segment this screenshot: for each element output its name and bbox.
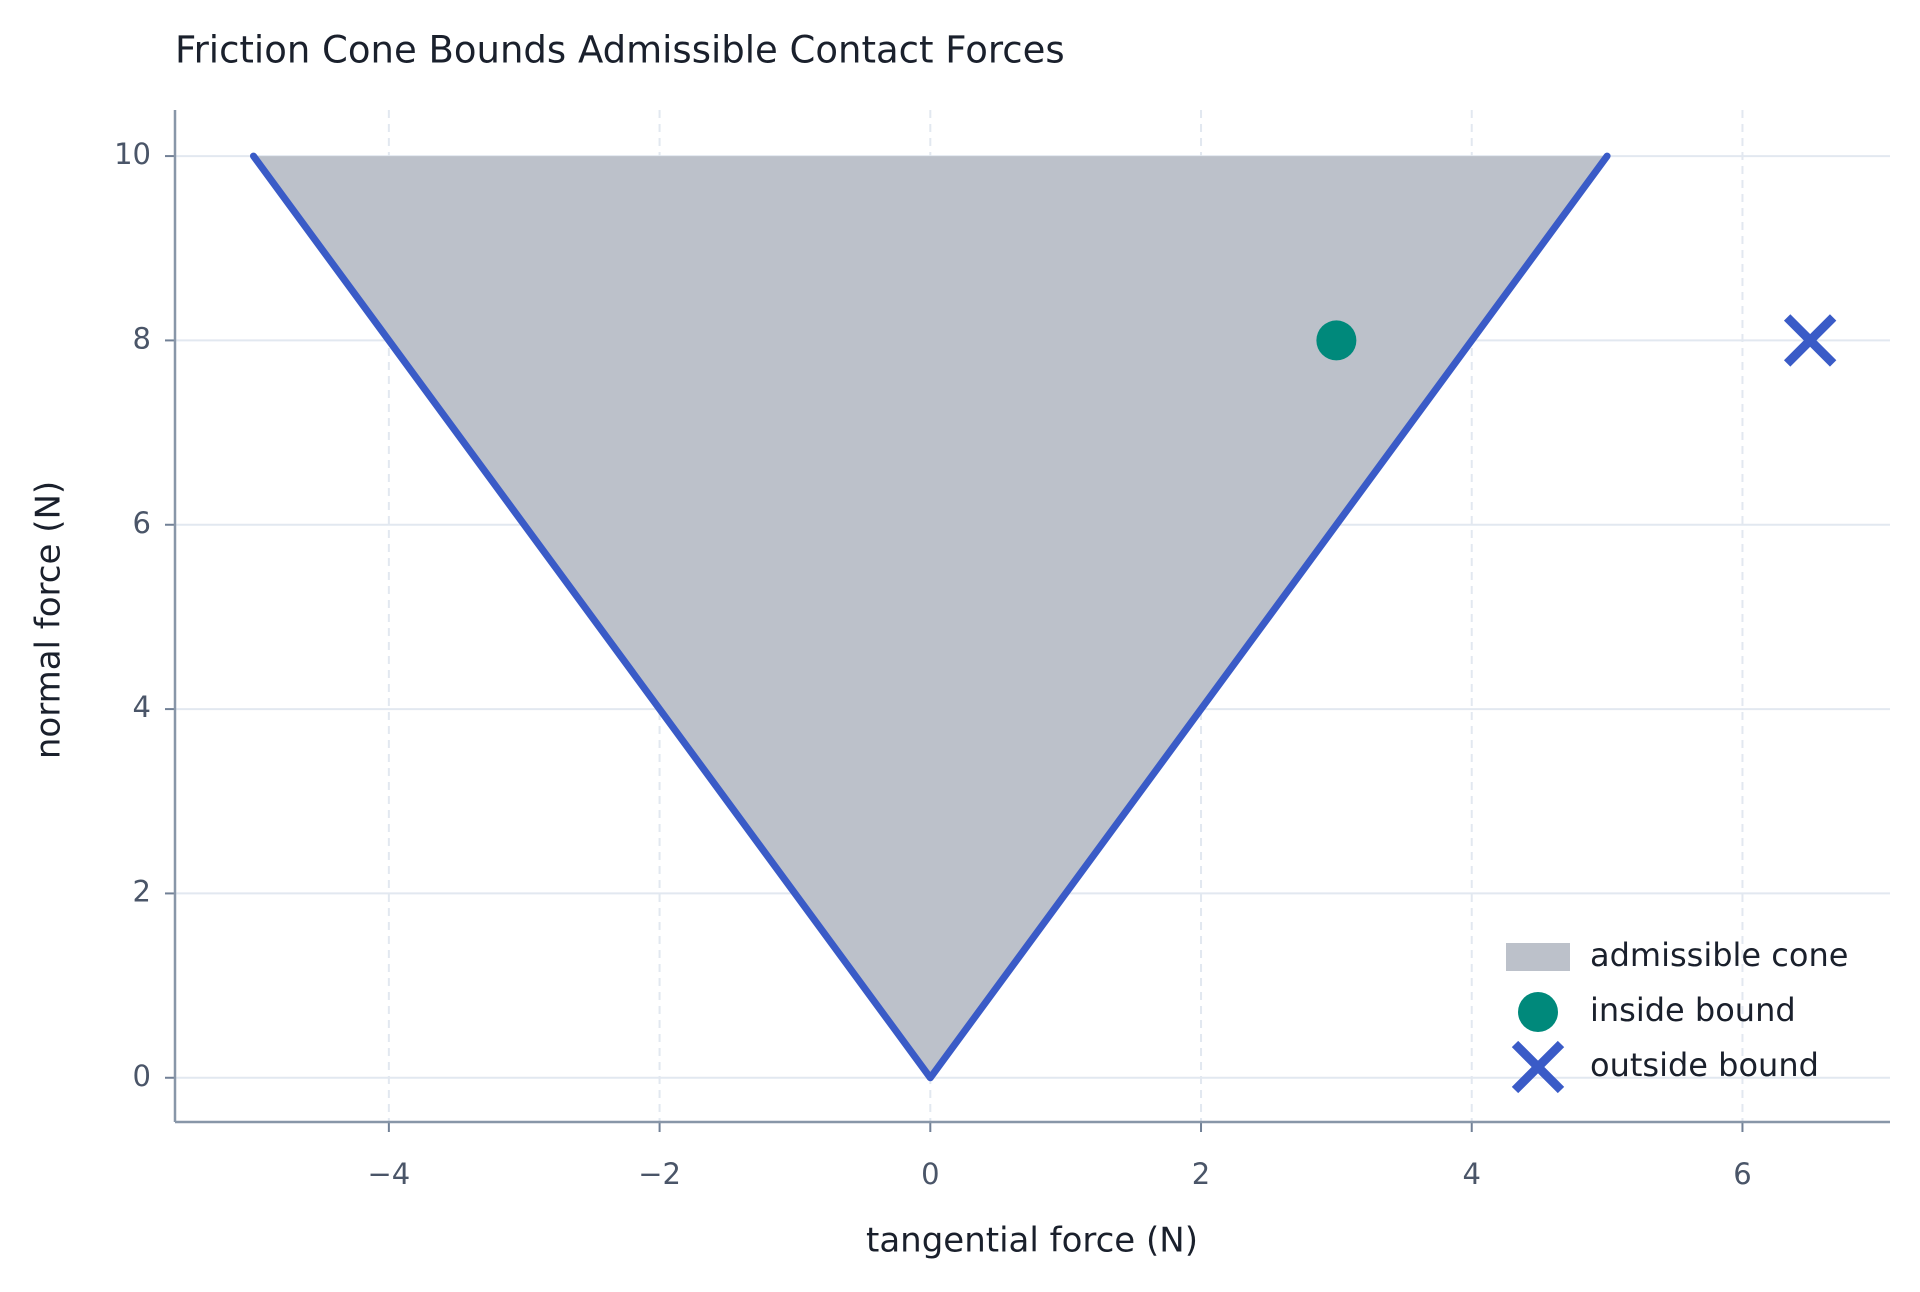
x-tick-label: 2 xyxy=(1192,1157,1210,1191)
x-tick-label: −2 xyxy=(638,1157,681,1191)
y-axis-label: normal force (N) xyxy=(29,481,69,759)
legend-swatch xyxy=(1506,943,1570,971)
x-tick-label: 0 xyxy=(921,1157,939,1191)
legend-label: admissible cone xyxy=(1590,936,1848,974)
legend-circle xyxy=(1518,992,1558,1032)
y-tick-label: 4 xyxy=(133,690,151,724)
y-tick-label: 10 xyxy=(114,137,151,171)
y-tick-label: 2 xyxy=(133,874,151,908)
y-tick-label: 0 xyxy=(133,1059,151,1093)
point-x xyxy=(1783,314,1837,367)
y-tick-label: 8 xyxy=(133,321,151,355)
x-tick-label: 4 xyxy=(1463,1157,1481,1191)
point-circle xyxy=(1316,320,1357,361)
x-axis-label: tangential force (N) xyxy=(866,1221,1198,1261)
y-tick-label: 6 xyxy=(133,506,151,540)
x-tick-label: −4 xyxy=(367,1157,410,1191)
cone-edge xyxy=(250,152,1611,1082)
legend-x xyxy=(1511,1040,1565,1094)
x-tick-label: 6 xyxy=(1733,1157,1751,1191)
legend-label: inside bound xyxy=(1590,991,1796,1029)
legend-label: outside bound xyxy=(1590,1046,1819,1084)
cone-area xyxy=(253,156,1608,1078)
chart-title: Friction Cone Bounds Admissible Contact … xyxy=(175,29,1065,72)
